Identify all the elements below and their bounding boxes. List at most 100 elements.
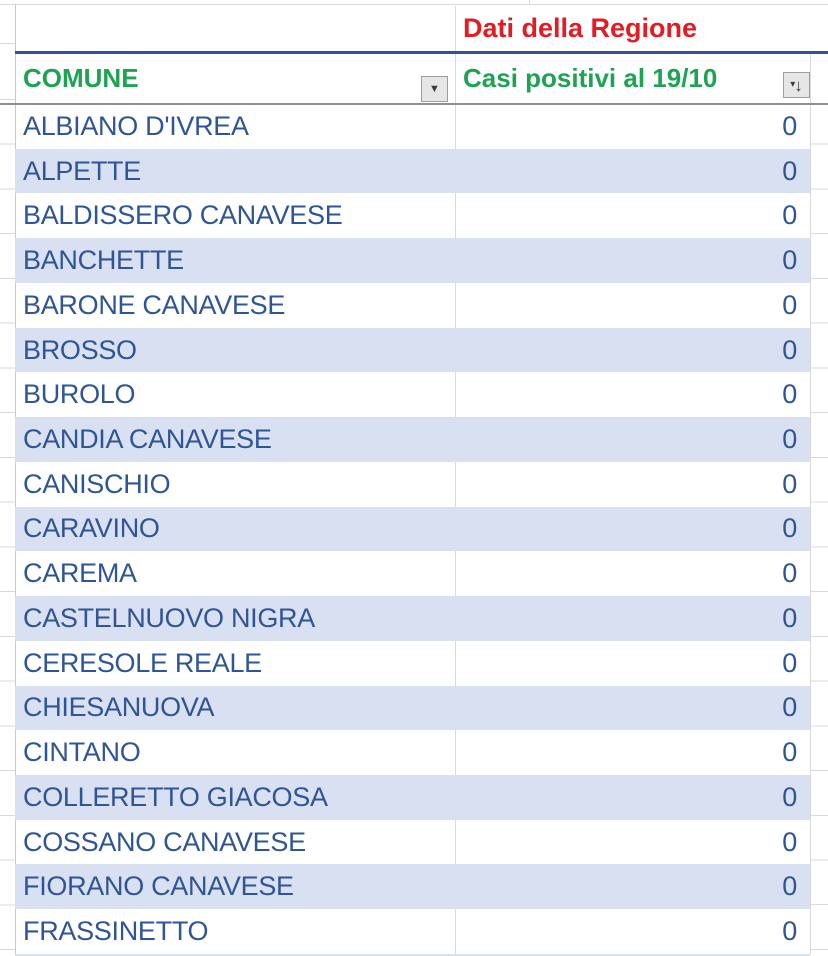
cases-value-cell[interactable]: 0 xyxy=(455,596,810,641)
comune-cell[interactable]: CANISCHIO xyxy=(15,462,455,507)
cases-sort-filter-button[interactable]: ▾ ↓ xyxy=(783,72,810,98)
cases-value-cell[interactable]: 0 xyxy=(455,193,810,238)
cases-value-text: 0 xyxy=(782,692,797,723)
comune-cell[interactable]: ALBIANO D'IVREA xyxy=(15,104,455,149)
comune-filter-button[interactable]: ▼ xyxy=(421,76,448,102)
table-row: BARONE CANAVESE 0 xyxy=(15,283,810,328)
cases-value-cell[interactable]: 0 xyxy=(455,775,810,820)
comune-cell[interactable]: CERESOLE REALE xyxy=(15,641,455,686)
comune-cell[interactable]: BROSSO xyxy=(15,328,455,373)
cases-value-text: 0 xyxy=(782,871,797,902)
cases-value-cell[interactable]: 0 xyxy=(455,283,810,328)
table-row: FRASSINETTO 0 xyxy=(15,909,810,954)
comune-cell[interactable]: CAREMA xyxy=(15,551,455,596)
header-row-bottom-border xyxy=(0,103,828,105)
comune-cell-text: COSSANO CANAVESE xyxy=(23,826,306,857)
comune-cell[interactable]: CANDIA CANAVESE xyxy=(15,417,455,462)
comune-cell-text: ALPETTE xyxy=(23,155,141,186)
filter-dropdown-icon: ▼ xyxy=(429,83,440,95)
cases-value-text: 0 xyxy=(782,602,797,633)
cases-value-cell[interactable]: 0 xyxy=(455,641,810,686)
comune-cell-text: CASTELNUOVO NIGRA xyxy=(23,602,315,633)
cases-header-cell[interactable]: Casi positivi al 19/10 xyxy=(455,53,810,103)
table-row: CANDIA CANAVESE 0 xyxy=(15,417,810,462)
table-row: BALDISSERO CANAVESE 0 xyxy=(15,193,810,238)
cases-value-cell[interactable]: 0 xyxy=(455,864,810,909)
comune-cell-text: FIORANO CANAVESE xyxy=(23,871,294,902)
cases-value-text: 0 xyxy=(782,155,797,186)
comune-cell[interactable]: CARAVINO xyxy=(15,507,455,552)
cases-value-cell[interactable]: 0 xyxy=(455,104,810,149)
cases-value-text: 0 xyxy=(782,826,797,857)
table-row: CAREMA 0 xyxy=(15,551,810,596)
comune-cell-text: CHIESANUOVA xyxy=(23,692,215,723)
comune-cell-text: BALDISSERO CANAVESE xyxy=(23,200,343,231)
table-row: BANCHETTE 0 xyxy=(15,238,810,283)
table-row: CARAVINO 0 xyxy=(15,506,810,552)
comune-cell-text: BUROLO xyxy=(23,379,136,410)
table-row: ALBIANO D'IVREA 0 xyxy=(15,104,810,149)
cases-value-text: 0 xyxy=(782,424,797,454)
cases-value-cell[interactable]: 0 xyxy=(455,417,810,462)
table-row: BROSSO 0 xyxy=(15,327,810,373)
table-row: CINTANO 0 xyxy=(15,730,810,775)
table-left-border xyxy=(15,4,16,956)
cases-value-cell[interactable]: 0 xyxy=(455,909,810,954)
sheet-gridlines-right xyxy=(811,104,828,954)
cases-value-text: 0 xyxy=(782,334,797,365)
cases-value-cell[interactable]: 0 xyxy=(455,238,810,283)
comune-cell[interactable]: COLLERETTO GIACOSA xyxy=(15,775,455,820)
table-body: ALBIANO D'IVREA 0 ALPETTE 0 BALDISSERO C… xyxy=(15,104,810,954)
table-row: FIORANO CANAVESE 0 xyxy=(15,864,810,910)
cases-value-cell[interactable]: 0 xyxy=(455,149,810,194)
table-row: CHIESANUOVA 0 xyxy=(15,685,810,731)
table-right-border xyxy=(810,53,811,954)
comune-cell[interactable]: FRASSINETTO xyxy=(15,909,455,954)
cases-value-text: 0 xyxy=(782,379,797,410)
comune-cell-text: BANCHETTE xyxy=(23,245,184,276)
next-row-band-sliver xyxy=(15,954,810,956)
sheet-gridline-segment xyxy=(0,43,15,44)
table-row: CERESOLE REALE 0 xyxy=(15,641,810,686)
comune-cell[interactable]: BUROLO xyxy=(15,372,455,417)
comune-cell[interactable]: CINTANO xyxy=(15,730,455,775)
cases-value-text: 0 xyxy=(782,200,797,231)
comune-cell[interactable]: COSSANO CANAVESE xyxy=(15,820,455,865)
comune-header-label: COMUNE xyxy=(23,62,139,93)
comune-cell-text: CANDIA CANAVESE xyxy=(23,424,272,454)
comune-cell[interactable]: FIORANO CANAVESE xyxy=(15,864,455,909)
sheet-gridline-tick xyxy=(529,0,530,5)
comune-cell[interactable]: BANCHETTE xyxy=(15,238,455,283)
cases-value-text: 0 xyxy=(782,647,797,678)
cases-value-cell[interactable]: 0 xyxy=(455,328,810,373)
comune-cell-text: CAREMA xyxy=(23,558,137,589)
region-data-title-cell[interactable]: Dati della Regione xyxy=(455,6,828,51)
table-top-gridline xyxy=(0,4,828,5)
comune-cell-text: BARONE CANAVESE xyxy=(23,289,286,320)
cases-value-cell[interactable]: 0 xyxy=(455,507,810,552)
table-row: COSSANO CANAVESE 0 xyxy=(15,820,810,865)
cases-value-cell[interactable]: 0 xyxy=(455,462,810,507)
table-row: CASTELNUOVO NIGRA 0 xyxy=(15,596,810,641)
cases-value-cell[interactable]: 0 xyxy=(455,551,810,596)
cases-value-cell[interactable]: 0 xyxy=(455,372,810,417)
comune-cell[interactable]: BARONE CANAVESE xyxy=(15,283,455,328)
comune-cell[interactable]: CASTELNUOVO NIGRA xyxy=(15,596,455,641)
comune-cell-text: ALBIANO D'IVREA xyxy=(23,110,249,141)
cases-value-text: 0 xyxy=(782,916,797,947)
cases-value-cell[interactable]: 0 xyxy=(455,730,810,775)
cases-value-text: 0 xyxy=(782,289,797,320)
cases-value-text: 0 xyxy=(782,558,797,589)
comune-cell[interactable]: BALDISSERO CANAVESE xyxy=(15,193,455,238)
region-data-title: Dati della Regione xyxy=(463,13,698,43)
cases-value-text: 0 xyxy=(782,110,797,141)
comune-cell-text: COLLERETTO GIACOSA xyxy=(23,781,328,812)
cases-value-cell[interactable]: 0 xyxy=(455,820,810,865)
comune-cell[interactable]: ALPETTE xyxy=(15,149,455,194)
cases-value-text: 0 xyxy=(782,513,797,544)
cases-value-cell[interactable]: 0 xyxy=(455,686,810,731)
title-row-bottom-rule xyxy=(15,51,828,54)
comune-header-cell[interactable]: COMUNE xyxy=(15,53,455,103)
column-divider xyxy=(455,6,456,954)
comune-cell[interactable]: CHIESANUOVA xyxy=(15,686,455,731)
